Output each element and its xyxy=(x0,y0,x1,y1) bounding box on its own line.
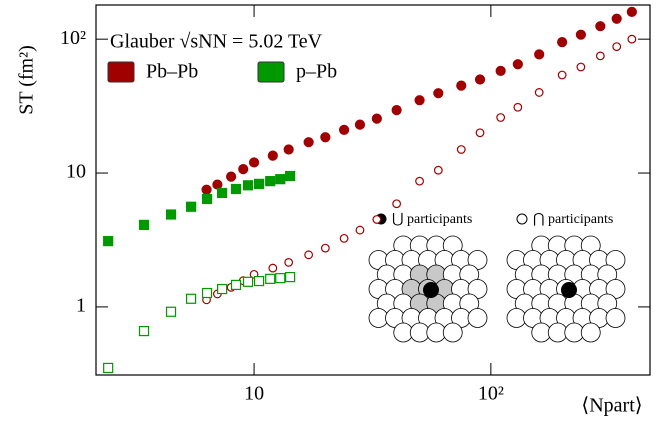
marker xyxy=(355,225,365,235)
nucleon xyxy=(580,322,601,343)
marker xyxy=(304,250,314,260)
marker xyxy=(303,137,314,148)
marker xyxy=(285,170,296,182)
marker xyxy=(474,74,486,85)
marker xyxy=(230,279,242,291)
marker xyxy=(575,29,586,40)
y-tick-label: 10 xyxy=(66,161,86,183)
marker xyxy=(138,219,150,230)
intersection-key xyxy=(516,213,528,225)
marker xyxy=(415,176,424,186)
x-tick-label: 10² xyxy=(478,383,504,405)
nucleon xyxy=(467,308,488,328)
marker xyxy=(433,165,443,175)
marker xyxy=(371,113,382,124)
marker xyxy=(320,132,331,143)
marker xyxy=(576,62,586,72)
marker xyxy=(242,276,254,287)
marker xyxy=(226,171,237,182)
marker xyxy=(595,51,605,61)
legend-swatch xyxy=(107,61,135,83)
projectile-center xyxy=(561,282,577,298)
marker xyxy=(253,275,265,287)
marker xyxy=(320,243,330,253)
nucleon xyxy=(442,322,463,343)
nucleon xyxy=(605,308,626,328)
marker xyxy=(392,199,402,209)
marker xyxy=(275,273,286,284)
marker xyxy=(217,283,228,295)
marker xyxy=(165,209,177,220)
marker xyxy=(627,34,637,44)
marker xyxy=(513,102,523,112)
x-tick-label: 10 xyxy=(244,383,264,405)
marker xyxy=(165,306,177,317)
marker xyxy=(338,124,350,136)
marker xyxy=(433,88,444,99)
marker xyxy=(595,21,606,32)
nucleus-diagram xyxy=(368,235,626,343)
marker xyxy=(534,88,544,97)
marker xyxy=(284,258,294,267)
marker xyxy=(138,325,150,337)
y-tick-label: 1 xyxy=(76,295,86,317)
marker xyxy=(456,80,467,91)
y-axis-label: ST (fm²) xyxy=(16,45,38,115)
legend-label: p–Pb xyxy=(296,61,337,83)
marker xyxy=(185,201,197,212)
marker xyxy=(201,184,212,195)
y-tick-label: 10² xyxy=(60,27,86,49)
marker xyxy=(534,49,545,60)
marker xyxy=(265,273,276,284)
marker xyxy=(201,193,213,205)
marker xyxy=(275,174,286,185)
marker xyxy=(456,145,466,154)
plot-frame xyxy=(95,4,651,376)
marker xyxy=(626,6,637,17)
marker xyxy=(496,113,506,122)
marker xyxy=(495,65,506,76)
x-axis-label: ⟨Npart⟩ xyxy=(581,395,642,417)
marker xyxy=(512,59,523,70)
marker xyxy=(268,263,278,273)
marker xyxy=(253,178,265,189)
marker xyxy=(283,144,294,155)
marker xyxy=(265,176,276,187)
marker xyxy=(267,150,278,161)
marker xyxy=(248,157,260,168)
chart-title: Glauber √sNN = 5.02 TeV xyxy=(110,31,323,53)
annotation: ⋃ participants xyxy=(392,212,472,227)
marker xyxy=(391,105,402,116)
marker xyxy=(611,13,622,24)
marker xyxy=(242,180,254,191)
annotation: ⋂ participants xyxy=(533,212,613,227)
marker xyxy=(103,236,114,247)
marker xyxy=(414,95,425,106)
marker xyxy=(185,293,197,304)
marker xyxy=(285,271,296,283)
marker xyxy=(217,187,228,199)
marker xyxy=(339,233,349,243)
marker xyxy=(201,287,213,299)
marker xyxy=(557,70,567,80)
marker xyxy=(212,179,223,190)
marker xyxy=(103,362,114,374)
marker xyxy=(354,119,366,130)
marker xyxy=(238,164,249,175)
legend-swatch xyxy=(257,61,285,83)
marker xyxy=(230,183,242,195)
marker xyxy=(612,42,622,52)
marker xyxy=(557,37,568,48)
marker xyxy=(372,215,382,224)
legend-label: Pb–Pb xyxy=(146,61,198,83)
marker xyxy=(475,128,485,138)
projectile-center xyxy=(423,282,439,298)
